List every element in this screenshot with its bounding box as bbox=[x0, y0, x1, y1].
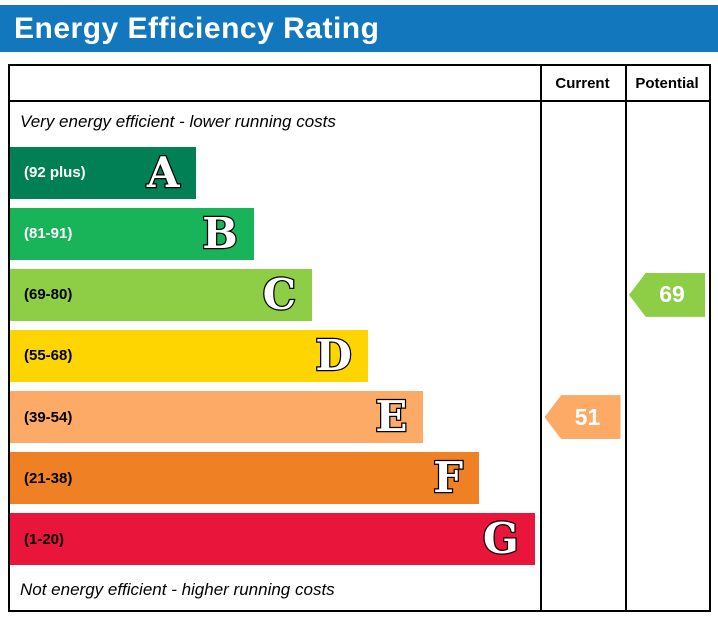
band-letter-g: G bbox=[482, 514, 520, 564]
band-row-b: (81-91) B bbox=[10, 203, 540, 264]
band-range-d: (55-68) bbox=[24, 347, 73, 365]
page-title: Energy Efficiency Rating bbox=[14, 11, 380, 45]
potential-rating-arrow: 69 bbox=[629, 272, 705, 317]
band-bar-a: (92 plus) A bbox=[10, 146, 196, 199]
band-letter-c: C bbox=[261, 269, 297, 319]
band-row-f: (21-38) F bbox=[10, 448, 540, 509]
band-range-g: (1-20) bbox=[24, 530, 65, 548]
band-range-f: (21-38) bbox=[24, 469, 73, 487]
bottom-note: Not energy efficient - higher running co… bbox=[20, 579, 335, 599]
band-letter-b: B bbox=[201, 208, 239, 258]
energy-efficiency-chart: Current Potential Very energy efficient … bbox=[8, 64, 711, 612]
band-letter-a: A bbox=[146, 147, 181, 197]
band-letter-d: D bbox=[314, 330, 353, 380]
title-banner: Energy Efficiency Rating bbox=[0, 5, 718, 52]
band-row-c: (69-80) C bbox=[10, 264, 540, 325]
potential-rating-value: 69 bbox=[659, 281, 685, 308]
band-bar-f: (21-38) F bbox=[10, 452, 480, 505]
potential-column-divider bbox=[625, 66, 709, 610]
band-range-e: (39-54) bbox=[24, 408, 73, 426]
band-bar-e: (39-54) E bbox=[10, 391, 424, 444]
band-bar-d: (55-68) D bbox=[10, 329, 368, 382]
band-letter-e: E bbox=[374, 392, 409, 442]
band-row-a: (92 plus) A bbox=[10, 142, 540, 203]
top-note: Very energy efficient - lower running co… bbox=[20, 112, 336, 131]
band-row-e: (39-54) E bbox=[10, 387, 540, 448]
current-column-header: Current bbox=[540, 66, 625, 102]
band-range-c: (69-80) bbox=[24, 286, 73, 304]
current-column-divider bbox=[540, 66, 625, 610]
band-bar-g: (1-20) G bbox=[10, 513, 535, 566]
current-rating-value: 51 bbox=[574, 403, 601, 430]
potential-rating-slot: 69 bbox=[625, 264, 709, 325]
band-row-g: (1-20) G bbox=[10, 509, 540, 570]
band-range-a: (92 plus) bbox=[24, 164, 86, 182]
header-spacer bbox=[10, 66, 540, 102]
band-letter-f: F bbox=[432, 453, 464, 503]
current-rating-slot: 51 bbox=[540, 387, 625, 448]
current-rating-arrow: 51 bbox=[544, 395, 621, 440]
band-range-b: (81-91) bbox=[24, 225, 73, 243]
potential-column-header: Potential bbox=[625, 66, 709, 102]
band-row-d: (55-68) D bbox=[10, 325, 540, 386]
band-bar-c: (69-80) C bbox=[10, 268, 313, 321]
band-bar-b: (81-91) B bbox=[10, 207, 254, 260]
